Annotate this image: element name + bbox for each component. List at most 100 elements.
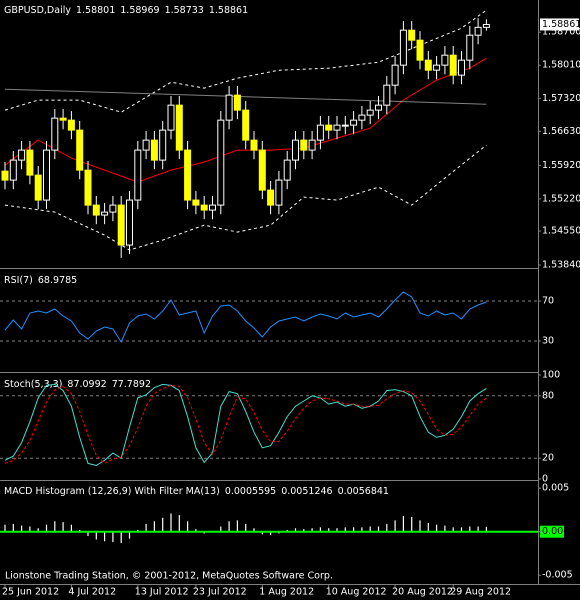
header-value: 87.0992 — [67, 379, 106, 390]
candle-body — [159, 129, 167, 161]
candle-body — [449, 54, 457, 76]
candle-body — [408, 29, 416, 41]
candle-body — [250, 139, 258, 151]
header-value: 68.9785 — [38, 275, 77, 286]
header-value: GBPUSD,Daily — [4, 5, 71, 16]
indicator-line — [4, 291, 487, 344]
candle-body — [325, 124, 333, 131]
header-value: 0.0005595 — [225, 486, 276, 497]
panel-header: RSI(7) 68.9785 — [4, 275, 77, 286]
candle-body — [474, 26, 482, 36]
zero-label-box — [540, 525, 564, 538]
header-value: 77.7892 — [112, 379, 151, 390]
x-tick-label: 1 Aug 2012 — [259, 587, 314, 598]
header-value: 0.0056841 — [338, 486, 389, 497]
indicator-line — [4, 383, 487, 467]
candle-body — [275, 179, 283, 206]
candle-body — [209, 204, 216, 211]
candle-body — [300, 139, 308, 151]
panel-header: MACD Histogram (12,26,9) With Filter MA(… — [4, 486, 389, 497]
candle-body — [433, 64, 441, 71]
candle-body — [142, 139, 150, 151]
panel-header: GBPUSD,Daily 1.58801 1.58969 1.58733 1.58861 — [4, 5, 248, 16]
candle-body — [26, 149, 34, 176]
current-price: 1.58861 — [542, 19, 580, 30]
x-tick-label: 13 Jul 2012 — [135, 587, 189, 598]
candle-body — [9, 159, 17, 181]
candle-body — [101, 211, 109, 216]
candle-body — [84, 169, 92, 206]
candle-body — [92, 204, 100, 216]
y-tick-label: 100 — [542, 370, 560, 381]
candle-body — [117, 204, 125, 246]
y-tick-label: 20 — [542, 453, 554, 464]
candle-body — [34, 174, 42, 201]
candle-body — [258, 149, 266, 191]
candle-body — [233, 94, 241, 111]
overlay-line — [4, 88, 487, 105]
candle-body — [51, 117, 59, 151]
header-value: Stoch(5,3,3) — [4, 379, 62, 390]
y-tick-label: 1.54550 — [542, 226, 580, 237]
footer: Lionstone Trading Station, © 2001-2012, … — [5, 571, 333, 582]
candle-body — [267, 189, 275, 206]
candle-body — [416, 39, 424, 61]
y-tick-label: 1.53840 — [542, 260, 580, 271]
header-value: 1.58733 — [165, 5, 204, 16]
y-tick-label: 1.57320 — [542, 93, 580, 104]
y-tick-label: -0.005 — [542, 570, 573, 581]
candle-body — [283, 159, 291, 181]
x-tick-label: 20 Aug 2012 — [392, 587, 453, 598]
panel-header: Stoch(5,3,3) 87.0992 77.7892 — [4, 379, 151, 390]
candle-body — [292, 139, 299, 161]
x-tick-label: 4 Jul 2012 — [68, 587, 116, 598]
candle-body — [184, 149, 192, 201]
candle-body — [192, 199, 200, 206]
candle-body — [358, 114, 366, 121]
candle-body — [150, 139, 158, 161]
indicator-line — [4, 384, 487, 465]
x-tick-label: 10 Aug 2012 — [326, 587, 387, 598]
y-tick-label: 1.58010 — [542, 60, 580, 71]
candle-body — [225, 94, 233, 121]
y-tick-label: 80 — [542, 390, 554, 401]
candle-body — [67, 119, 75, 131]
header-value: 1.58969 — [120, 5, 159, 16]
current-price-box — [540, 18, 579, 31]
candle-body — [1, 170, 9, 181]
x-tick-label: 23 Jul 2012 — [193, 587, 247, 598]
candle-body — [466, 34, 474, 61]
candle-body — [200, 204, 208, 211]
y-tick-label: 1.56630 — [542, 126, 580, 137]
candle-body — [175, 104, 183, 151]
y-tick-label: 1.55220 — [542, 193, 580, 204]
candle-body — [126, 199, 133, 246]
candle-body — [350, 119, 358, 126]
candle-body — [167, 104, 175, 131]
y-tick-label: 30 — [542, 336, 554, 347]
header-value: 1.58861 — [209, 5, 248, 16]
candle-body — [383, 84, 391, 106]
y-tick-label: 0.005 — [542, 483, 569, 494]
candle-body — [316, 124, 324, 141]
overlay-line — [4, 144, 487, 251]
candle-body — [134, 149, 142, 201]
candle-body — [424, 59, 432, 71]
x-tick-label: 29 Aug 2012 — [450, 587, 511, 598]
candle-body — [482, 23, 490, 28]
candle-body — [217, 119, 225, 206]
candle-body — [59, 117, 67, 121]
candle-body — [333, 124, 341, 131]
candle-body — [399, 29, 407, 66]
x-tick-label: 25 Jun 2012 — [2, 587, 59, 598]
candle-body — [441, 54, 449, 66]
header-value: MACD Histogram (12,26,9) With Filter MA(… — [4, 486, 220, 497]
candle-body — [341, 124, 349, 127]
y-tick-label: 1.55920 — [542, 160, 580, 171]
header-value: 0.0051246 — [281, 486, 332, 497]
header-value: 1.58801 — [76, 5, 115, 16]
header-value: RSI(7) — [4, 275, 33, 286]
candle-body — [109, 204, 117, 213]
y-tick-label: 70 — [542, 296, 554, 307]
